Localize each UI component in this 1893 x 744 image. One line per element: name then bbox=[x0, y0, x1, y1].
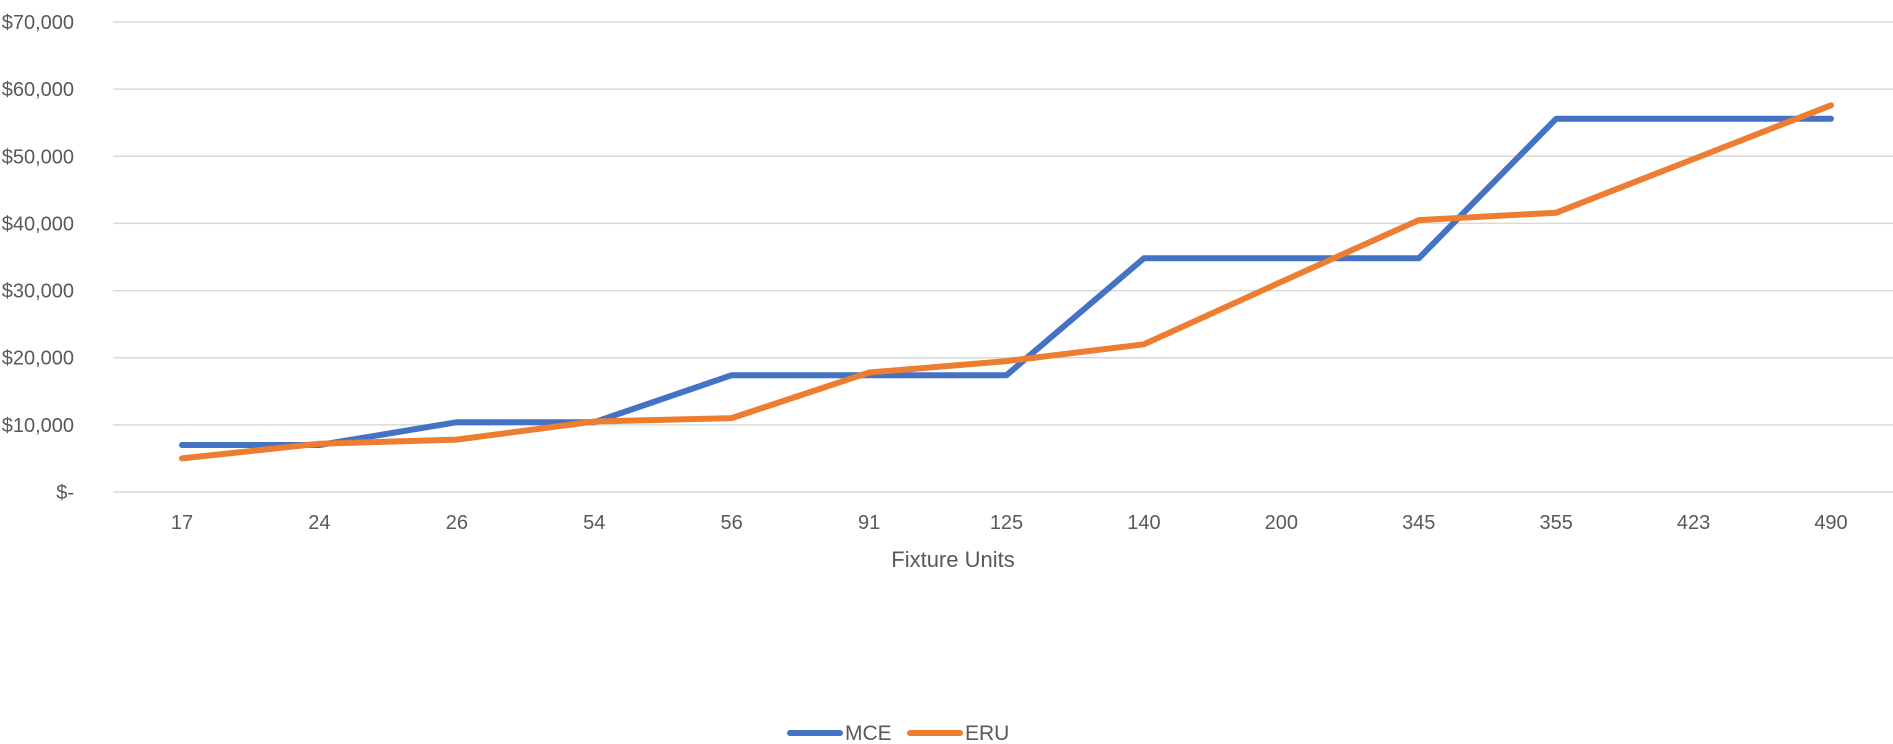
series-lines bbox=[179, 102, 1834, 462]
x-tick-label: 24 bbox=[308, 512, 330, 534]
x-tick-label: 17 bbox=[171, 512, 193, 534]
series-line-mce bbox=[179, 115, 1834, 448]
y-tick-label: $- bbox=[56, 482, 74, 504]
x-tick-label: 200 bbox=[1265, 512, 1298, 534]
legend-item-eru: ERU bbox=[907, 722, 1009, 744]
gridlines bbox=[113, 21, 1893, 493]
y-tick-label: $50,000 bbox=[2, 146, 74, 168]
x-axis-tick-labels: 17 24 26 54 56 91 125 140 200 345 355 423 490 bbox=[171, 512, 1848, 534]
x-tick-label: 355 bbox=[1539, 512, 1572, 534]
y-tick-label: $40,000 bbox=[2, 213, 74, 235]
x-tick-label: 54 bbox=[583, 512, 605, 534]
x-tick-label: 140 bbox=[1127, 512, 1160, 534]
x-tick-label: 56 bbox=[721, 512, 743, 534]
x-tick-label: 125 bbox=[990, 512, 1023, 534]
series-line-eru bbox=[179, 102, 1834, 462]
x-axis-title: Fixture Units bbox=[891, 547, 1014, 572]
y-tick-label: $60,000 bbox=[2, 79, 74, 101]
x-tick-label: 490 bbox=[1814, 512, 1847, 534]
legend: MCE ERU bbox=[787, 722, 1009, 744]
x-tick-label: 91 bbox=[858, 512, 880, 534]
x-tick-label: 423 bbox=[1677, 512, 1710, 534]
y-tick-label: $20,000 bbox=[2, 348, 74, 370]
y-tick-label: $10,000 bbox=[2, 415, 74, 437]
y-axis-tick-labels: $- $10,000 $20,000 $30,000 $40,000 $50,000 $60… bbox=[2, 12, 74, 504]
x-tick-label: 345 bbox=[1402, 512, 1435, 534]
legend-label: MCE bbox=[845, 722, 892, 744]
y-tick-label: $30,000 bbox=[2, 281, 74, 303]
legend-item-mce: MCE bbox=[787, 722, 892, 744]
legend-label: ERU bbox=[965, 722, 1009, 744]
y-tick-label: $70,000 bbox=[2, 12, 74, 34]
x-tick-label: 26 bbox=[446, 512, 468, 534]
